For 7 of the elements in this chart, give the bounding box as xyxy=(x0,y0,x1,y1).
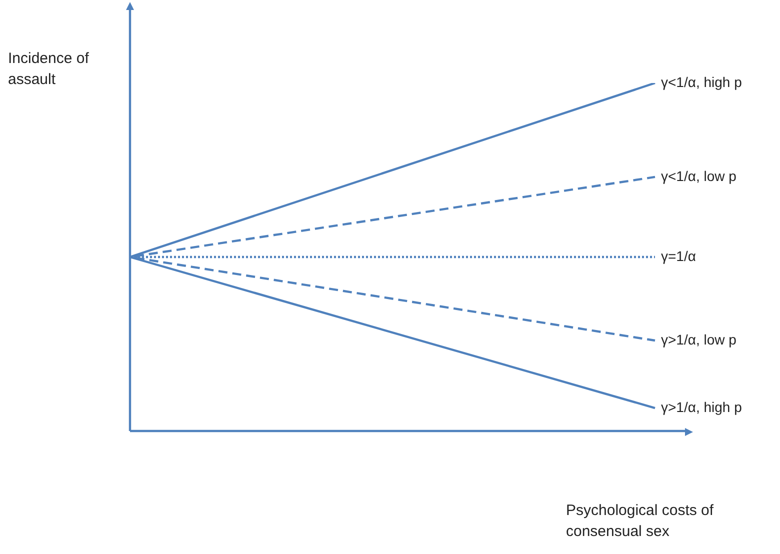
series-label: γ<1/α, high p xyxy=(661,74,742,90)
x-axis-title: Psychological costs of consensual sex xyxy=(566,501,715,542)
series-label: γ=1/α xyxy=(661,248,696,264)
y-axis-title: Incidence of assault xyxy=(8,49,90,90)
series-label: γ>1/α, high p xyxy=(661,398,742,415)
series-label: γ>1/α, low p xyxy=(661,331,737,348)
series-label: γ<1/α, low p xyxy=(661,168,737,184)
